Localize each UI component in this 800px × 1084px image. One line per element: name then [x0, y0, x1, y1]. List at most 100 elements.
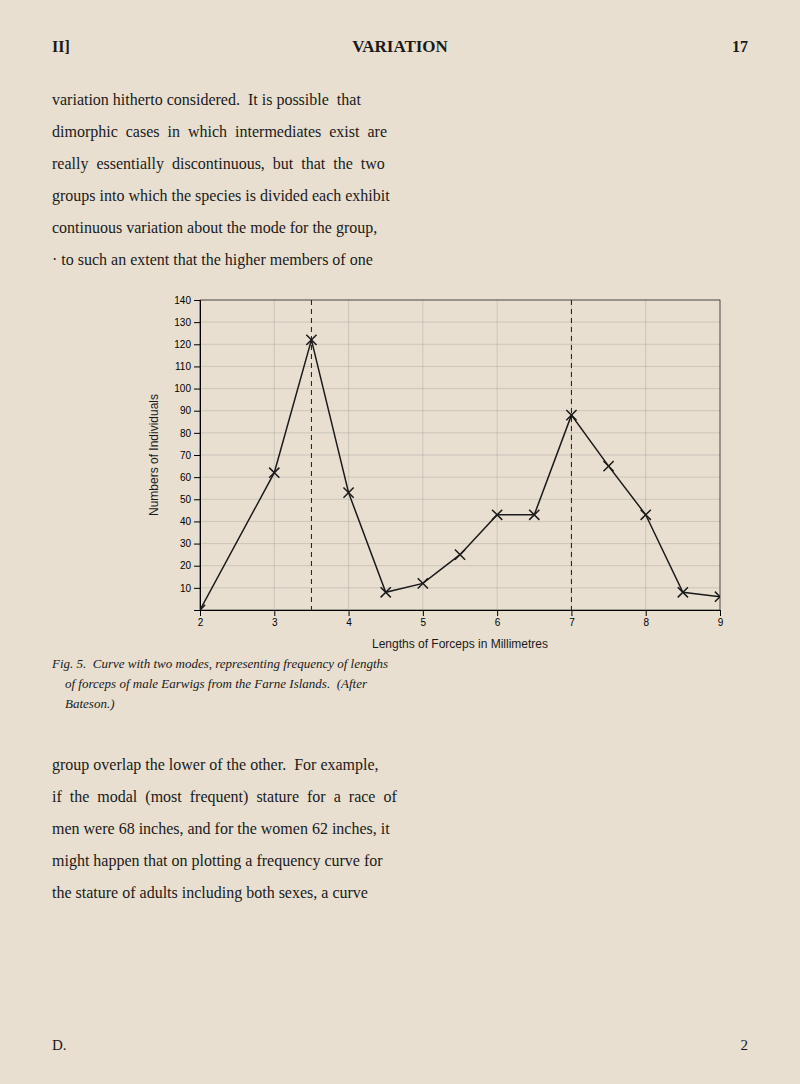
paragraph-line: if the modal (most frequent) stature for… [52, 788, 397, 806]
tick: 130 [174, 317, 200, 328]
plot-frame [200, 300, 720, 610]
tick-mark [194, 499, 200, 500]
tick: 40 [180, 516, 200, 527]
caption-line: Fig. 5. Curve with two modes, representi… [51, 656, 388, 671]
tick-mark [194, 344, 200, 345]
tick-mark [194, 433, 200, 434]
tick-mark [194, 322, 200, 323]
tick-mark [423, 610, 424, 616]
grid-line [200, 587, 720, 588]
data-line [200, 340, 720, 610]
tick: 140 [174, 295, 200, 306]
tick-label: 2 [198, 617, 204, 628]
y-axis-title: Numbers of Individuals [147, 394, 161, 516]
tick-label: 130 [174, 317, 191, 328]
page-footer: D. [52, 1037, 67, 1053]
tick-mark [194, 544, 200, 545]
tick: 20 [180, 560, 200, 571]
page: II]VARIATION17variation hitherto conside… [0, 0, 800, 1084]
paragraph-line: variation hitherto considered. It is pos… [52, 91, 361, 109]
tick-label: 120 [174, 339, 191, 350]
tick-mark [194, 389, 200, 390]
grid-line [200, 455, 720, 456]
tick-label: 70 [180, 450, 192, 461]
tick-label: 80 [180, 428, 192, 439]
grid-line [200, 344, 720, 345]
grid-line [571, 300, 572, 610]
tick: 4 [346, 610, 352, 628]
tick-mark [646, 610, 647, 616]
tick: 120 [174, 339, 200, 350]
grid-line [200, 565, 720, 566]
page-header: II] [52, 38, 70, 55]
tick-label: 5 [421, 617, 427, 628]
tick-label: 10 [180, 583, 192, 594]
tick-label: 20 [180, 560, 192, 571]
tick-mark [194, 366, 200, 367]
y-axis: 10 20 30 40 50 60 70 80 90 100 110 120 130 140 [174, 295, 200, 611]
tick: 60 [180, 472, 200, 483]
tick-label: 9 [718, 617, 724, 628]
caption-line: Bateson.) [52, 696, 114, 711]
grid-line [200, 432, 720, 433]
tick-mark [194, 455, 200, 456]
tick-label: 110 [175, 361, 191, 372]
grid-line [200, 388, 720, 389]
paragraph-line: really essentially discontinuous, but th… [52, 155, 385, 173]
data-point [603, 461, 613, 471]
grid-line [200, 521, 720, 522]
tick: 100 [174, 383, 200, 394]
paragraph-line: groups into which the species is divided… [52, 187, 390, 205]
mode-line [571, 300, 572, 610]
tick: 2 [198, 610, 204, 628]
tick-label: 30 [180, 538, 192, 549]
tick-mark [497, 610, 498, 616]
tick-label: 7 [569, 617, 575, 628]
tick-mark [194, 300, 200, 301]
tick: 80 [180, 428, 200, 439]
tick-label: 4 [346, 617, 352, 628]
tick: 10 [180, 583, 200, 594]
mode-line [311, 300, 312, 610]
tick: 5 [421, 610, 427, 628]
paragraph-line: · to such an extent that the higher memb… [52, 251, 373, 269]
grid-line [200, 410, 720, 411]
data-point [269, 468, 279, 478]
tick-mark [194, 411, 200, 412]
tick: 50 [180, 494, 200, 505]
data-point [418, 578, 428, 588]
caption-line: of forceps of male Earwigs from the Farn… [52, 676, 368, 691]
data-point [343, 488, 353, 498]
tick-mark [194, 566, 200, 567]
data-point [492, 510, 502, 520]
plot-area [200, 300, 720, 610]
paragraph-line: the stature of adults including both sex… [52, 884, 368, 902]
data-point [200, 605, 205, 610]
axis-line [201, 611, 721, 617]
tick: 90 [180, 405, 200, 416]
grid-line [200, 366, 720, 367]
grid-line [200, 499, 720, 500]
tick: 8 [643, 610, 649, 628]
tick-mark [571, 610, 572, 616]
data-point [381, 587, 391, 597]
tick: 110 [175, 361, 200, 372]
tick: 30 [180, 538, 200, 549]
tick-label: 60 [180, 472, 192, 483]
tick-label: 140 [174, 295, 191, 306]
tick-label: 8 [643, 617, 649, 628]
grid-line [200, 322, 720, 323]
x-axis: 2 3 4 5 6 7 8 9 [198, 610, 724, 628]
tick-label: 6 [495, 617, 501, 628]
grid-line [200, 543, 720, 544]
data-point [529, 510, 539, 520]
x-axis-title: Lengths of Forceps in Millimetres [372, 637, 548, 651]
tick-label: 3 [272, 617, 278, 628]
tick-label: 50 [180, 494, 192, 505]
data-point [715, 592, 720, 602]
tick-mark [194, 521, 200, 522]
paragraph-line: men were 68 inches, and for the women 62… [52, 820, 390, 837]
tick: 70 [180, 450, 200, 461]
data-point [306, 335, 316, 345]
paragraph-line: continuous variation about the mode for … [52, 219, 377, 237]
